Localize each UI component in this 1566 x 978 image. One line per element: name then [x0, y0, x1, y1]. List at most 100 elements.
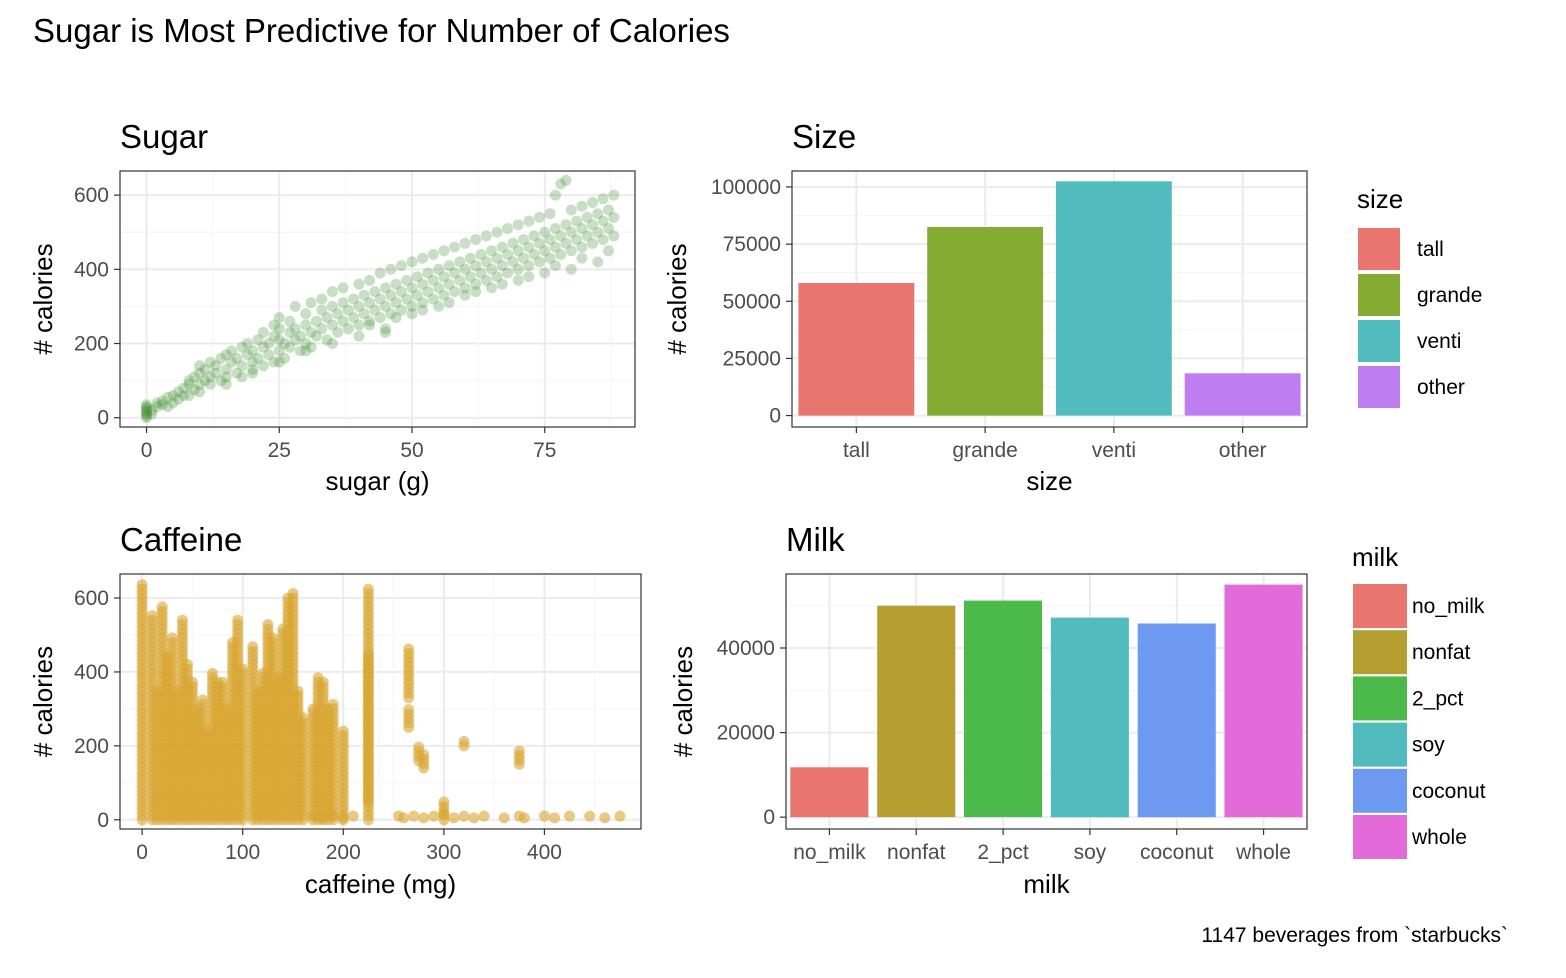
data-point — [576, 200, 588, 212]
data-point — [549, 189, 561, 201]
data-point — [411, 271, 423, 283]
panel-background — [120, 171, 635, 427]
data-point — [475, 249, 487, 260]
panel-title: Milk — [786, 521, 845, 558]
y-tick-label: 200 — [74, 735, 109, 758]
data-point — [502, 223, 514, 234]
data-point — [401, 274, 413, 286]
y-axis-title: # calories — [668, 646, 698, 757]
x-tick-label: grande — [952, 439, 1017, 462]
data-point — [549, 241, 561, 253]
x-tick-label: 2_pct — [977, 841, 1029, 864]
data-point — [512, 245, 524, 257]
data-point — [565, 226, 577, 238]
data-point — [167, 390, 179, 401]
data-point — [603, 245, 614, 257]
data-point — [486, 245, 498, 257]
data-point — [337, 282, 349, 294]
x-tick-label: 25 — [268, 439, 291, 462]
data-point — [459, 237, 471, 249]
data-point — [438, 796, 450, 808]
data-point — [498, 812, 510, 824]
data-point — [273, 334, 285, 346]
x-tick-label: 0 — [136, 841, 148, 864]
data-point — [247, 356, 259, 368]
data-point — [141, 408, 152, 420]
data-point — [348, 293, 360, 305]
data-point — [403, 643, 415, 655]
data-point — [576, 223, 588, 234]
data-point — [289, 334, 301, 346]
data-point — [406, 256, 418, 268]
y-axis-title: # calories — [28, 646, 58, 757]
data-point — [273, 356, 285, 368]
legend-swatch-whole — [1353, 815, 1407, 859]
data-point — [597, 234, 609, 246]
data-point — [183, 375, 195, 387]
data-point — [406, 282, 418, 294]
data-point — [496, 278, 508, 290]
data-point — [507, 256, 519, 268]
data-point — [406, 308, 418, 320]
data-point — [380, 326, 391, 338]
x-tick-label: coconut — [1140, 841, 1214, 864]
data-point — [443, 260, 455, 272]
data-point — [337, 297, 349, 309]
legend-label: coconut — [1412, 780, 1486, 803]
data-point — [241, 338, 253, 349]
data-point — [316, 323, 328, 335]
data-point — [162, 401, 174, 413]
data-point — [364, 315, 375, 327]
data-point — [512, 263, 524, 275]
data-point — [433, 300, 445, 312]
data-point — [327, 699, 339, 710]
data-point — [380, 323, 391, 335]
data-point — [247, 641, 259, 653]
data-point — [443, 297, 455, 309]
x-tick-label: nonfat — [887, 841, 946, 864]
data-point — [560, 219, 572, 231]
data-point — [279, 352, 291, 364]
legend-label: soy — [1412, 734, 1445, 757]
data-point — [268, 330, 280, 342]
data-point — [528, 249, 540, 260]
data-point — [428, 810, 440, 822]
panel-border — [791, 170, 1308, 428]
data-point — [316, 304, 328, 316]
data-point — [417, 297, 429, 309]
data-point — [263, 338, 275, 349]
data-point — [608, 211, 620, 223]
y-tick-label: 400 — [74, 258, 109, 281]
data-point — [353, 300, 365, 312]
data-point — [236, 341, 248, 353]
data-point — [362, 649, 374, 661]
legend-swatch-tall — [1358, 228, 1400, 270]
data-point — [398, 812, 410, 824]
data-point — [454, 256, 466, 268]
bar-other — [1184, 373, 1301, 416]
data-point — [337, 725, 349, 737]
legend-label: tall — [1417, 238, 1444, 261]
data-point — [151, 397, 163, 409]
data-point — [295, 345, 306, 357]
x-tick-label: soy — [1074, 841, 1107, 864]
x-tick-label: no_milk — [793, 841, 866, 864]
data-point — [433, 263, 445, 275]
data-point — [374, 312, 386, 324]
y-tick-label: 20000 — [717, 722, 775, 745]
data-point — [395, 304, 407, 316]
x-tick-label: 400 — [527, 841, 562, 864]
data-point — [257, 341, 269, 353]
y-tick-label: 75000 — [723, 233, 781, 256]
legend-label: grande — [1417, 284, 1482, 307]
panel-caffeine: 0 200 400 600 0 100 200 300 400 Caffeine caffeine … — [28, 521, 642, 899]
data-point — [141, 412, 152, 424]
data-point — [571, 234, 583, 246]
data-point — [220, 349, 232, 361]
figure-caption: 1147 beverages from `starbucks` — [1201, 924, 1508, 947]
data-point — [305, 297, 317, 309]
data-point — [427, 249, 439, 260]
data-point — [491, 226, 503, 238]
data-point — [464, 252, 476, 264]
